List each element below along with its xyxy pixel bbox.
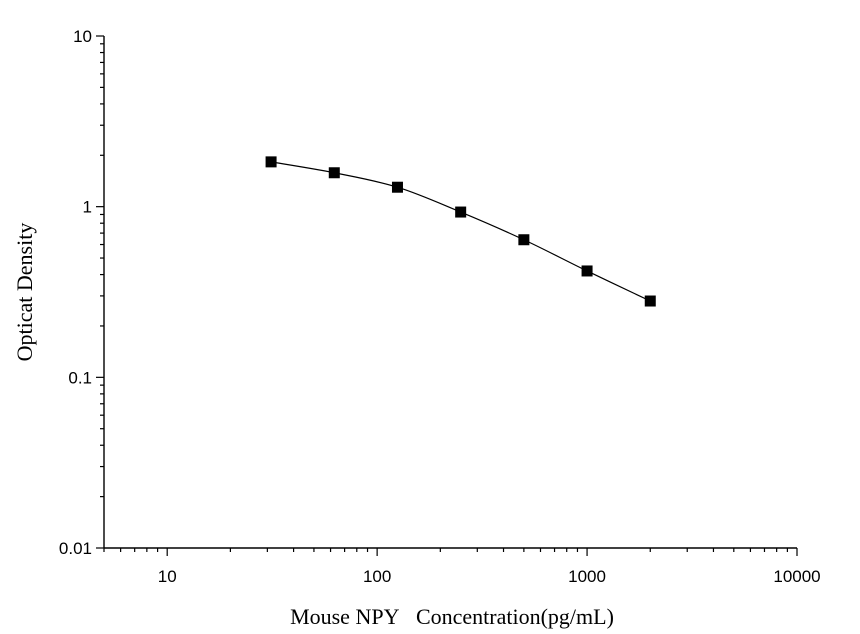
- x-axis-title: Mouse NPY Concentration(pg/mL): [290, 604, 614, 629]
- data-point: [391, 181, 403, 193]
- x-tick-label: 1000: [568, 567, 606, 586]
- y-tick-label: 0.01: [59, 539, 92, 558]
- ticks: [96, 35, 798, 556]
- data-point: [455, 206, 467, 218]
- data-point: [518, 234, 530, 246]
- data-point: [328, 167, 340, 179]
- data-point: [644, 295, 656, 307]
- y-tick-label: 0.1: [68, 368, 92, 387]
- fit-curve: [270, 161, 651, 302]
- y-axis-title: Opticat Density: [12, 223, 37, 362]
- x-tick-label: 10000: [773, 567, 820, 586]
- data-point: [265, 156, 277, 168]
- y-tick-label: 10: [73, 27, 92, 46]
- x-tick-label: 100: [363, 567, 391, 586]
- data-point: [581, 265, 593, 277]
- y-tick-label: 1: [83, 198, 92, 217]
- x-tick-label: 10: [158, 567, 177, 586]
- data-points: [265, 156, 656, 307]
- axes: [103, 36, 797, 549]
- tick-labels: 10 100 1000 10000 0.01 0.1 1 10: [59, 27, 821, 586]
